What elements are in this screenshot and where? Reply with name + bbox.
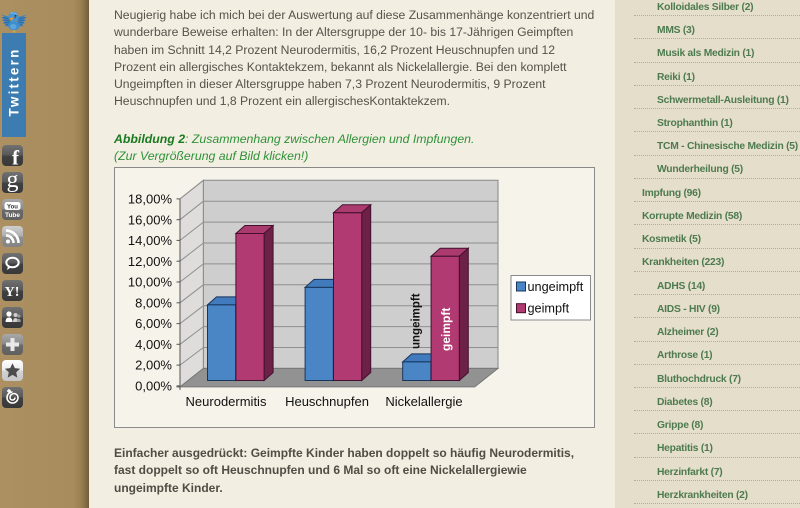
svg-text:16,00%: 16,00% [128, 212, 173, 227]
svg-text:Neurodermitis: Neurodermitis [186, 394, 267, 409]
svg-text:f: f [12, 146, 20, 167]
svg-text:ungeimpft: ungeimpft [528, 280, 584, 294]
svg-text:8,00%: 8,00% [135, 295, 172, 310]
svg-text:Y!: Y! [5, 285, 20, 300]
svg-text:You: You [7, 205, 18, 211]
svg-text:Heuschnupfen: Heuschnupfen [285, 394, 369, 409]
svg-text:18,00%: 18,00% [128, 192, 173, 207]
svg-text:14,00%: 14,00% [128, 233, 173, 248]
svg-text:0,00%: 0,00% [135, 379, 172, 394]
svg-text:Tube: Tube [5, 212, 20, 219]
svg-text:2,00%: 2,00% [135, 358, 172, 373]
svg-text:6,00%: 6,00% [135, 316, 172, 331]
svg-text:12,00%: 12,00% [128, 254, 173, 269]
svg-text:10,00%: 10,00% [128, 275, 173, 290]
svg-text:geimpft: geimpft [439, 308, 453, 351]
svg-text:geimpft: geimpft [528, 302, 570, 316]
svg-text:Nickelallergie: Nickelallergie [385, 394, 462, 409]
svg-text:ungeimpft: ungeimpft [411, 293, 423, 349]
svg-text:4,00%: 4,00% [135, 337, 172, 352]
svg-text:g: g [7, 172, 19, 193]
